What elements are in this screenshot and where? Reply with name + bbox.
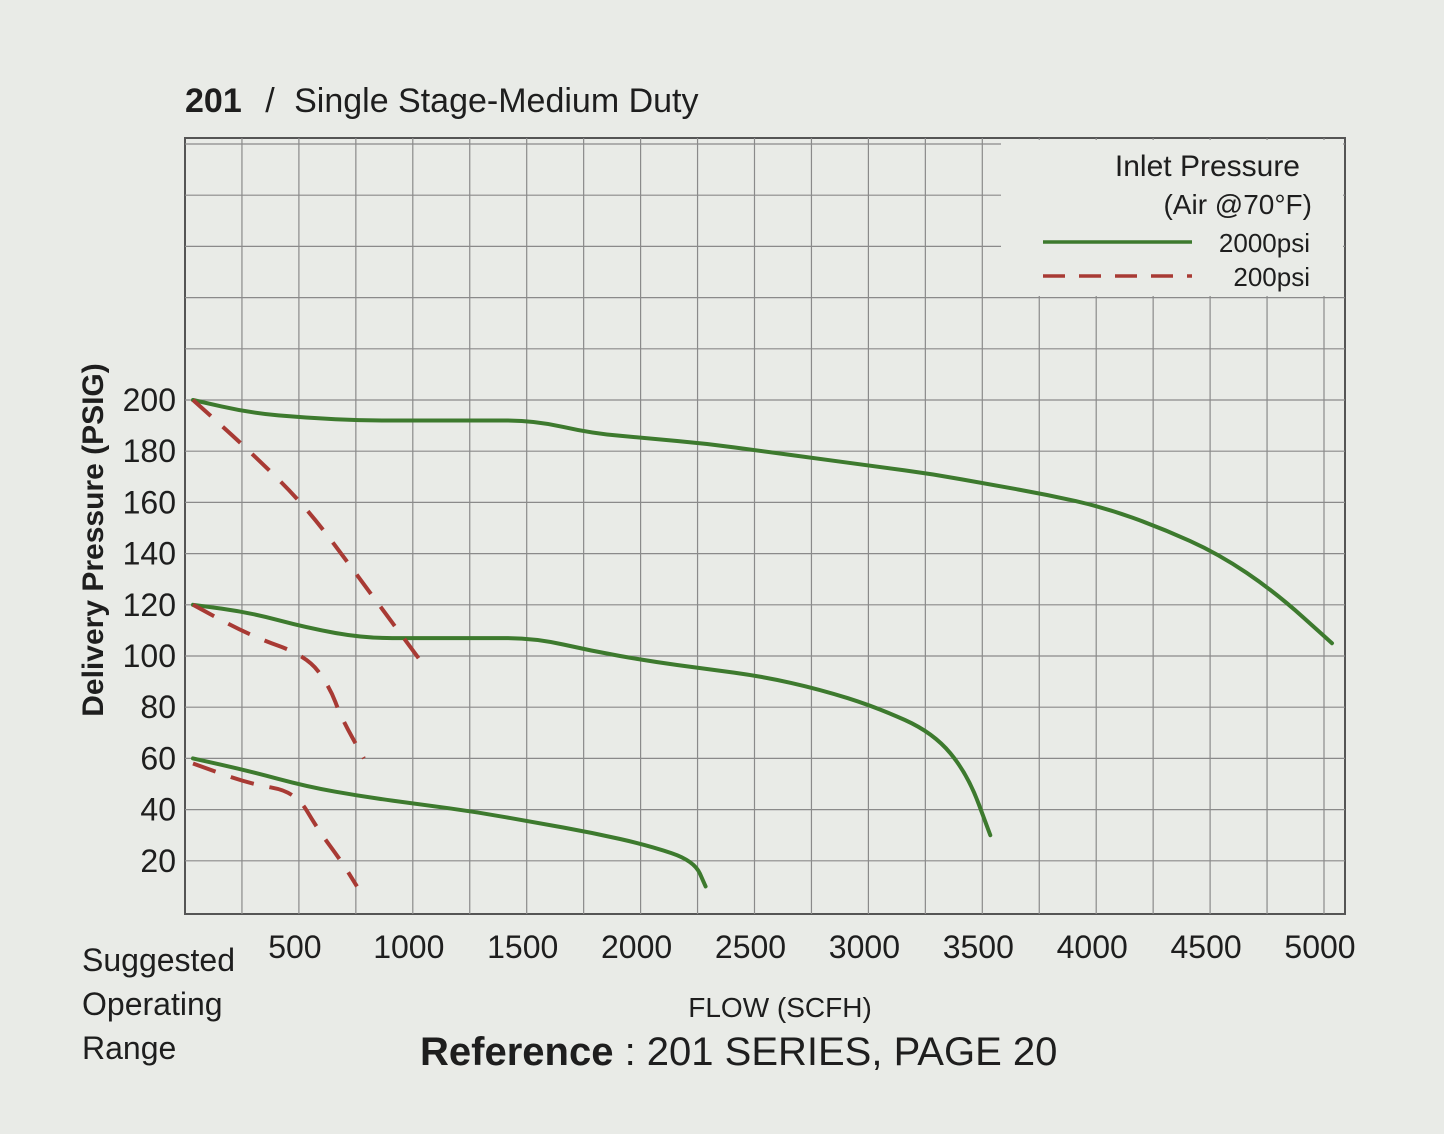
y-tick-label-140: 140 <box>123 536 176 572</box>
series-line-2000psi-1 <box>191 602 993 838</box>
x-tick-label-500: 500 <box>268 929 321 965</box>
y-tick-label-180: 180 <box>123 433 176 469</box>
x-tick-label-5000: 5000 <box>1284 929 1355 965</box>
y-axis-label: Delivery Pressure (PSIG) <box>77 363 110 717</box>
x-tick-label-2500: 2500 <box>715 929 786 965</box>
title-separator: / <box>265 82 275 120</box>
legend: Inlet Pressure (Air @70°F) 2000psi 200ps… <box>1001 140 1343 296</box>
y-tick-label-60: 60 <box>140 740 176 776</box>
model-number: 201 <box>185 82 242 120</box>
y-tick-label-80: 80 <box>140 689 176 725</box>
series-line-200psi-3 <box>191 398 423 663</box>
x-tick-label-2000: 2000 <box>601 929 672 965</box>
y-tick-label-120: 120 <box>123 587 176 623</box>
legend-label-2000psi: 2000psi <box>1219 228 1310 258</box>
reference-note: Reference : 201 SERIES, PAGE 20 <box>420 1030 1057 1075</box>
chart-title: 201 / Single Stage-Medium Duty <box>185 82 699 120</box>
legend-subtitle: (Air @70°F) <box>1163 189 1312 220</box>
reference-text: : 201 SERIES, PAGE 20 <box>624 1030 1058 1074</box>
x-tick-label-4500: 4500 <box>1171 929 1242 965</box>
x-tick-label-4000: 4000 <box>1057 929 1128 965</box>
x-tick-label-1500: 1500 <box>487 929 558 965</box>
series-line-2000psi-2 <box>191 756 708 889</box>
legend-label-200psi: 200psi <box>1233 262 1310 292</box>
y-tick-label-40: 40 <box>140 792 176 828</box>
x-axis-label: FLOW (SCFH) <box>688 992 872 1023</box>
series-line-200psi-4 <box>192 603 366 760</box>
y-tick-label-100: 100 <box>123 638 176 674</box>
series-line-200psi-5 <box>192 761 359 888</box>
plot-frame <box>184 137 1346 915</box>
x-tick-label-3000: 3000 <box>829 929 900 965</box>
reference-label: Reference <box>420 1030 614 1074</box>
x-tick-label-3500: 3500 <box>943 929 1014 965</box>
data-series <box>191 398 1334 889</box>
legend-title: Inlet Pressure <box>1115 150 1300 183</box>
suggested-operating-range-label: Suggested Operating Range <box>82 942 236 1066</box>
series-line-2000psi-0 <box>191 398 1334 646</box>
legend-background <box>1001 140 1343 296</box>
y-tick-label-200: 200 <box>123 382 176 418</box>
y-tick-label-20: 20 <box>140 843 176 879</box>
x-tick-label-1000: 1000 <box>373 929 444 965</box>
y-tick-label-160: 160 <box>123 484 176 520</box>
axis-ticks: 20 40 60 80 100 120 140 160 180 200 500 1000 1500 200… <box>123 382 1356 965</box>
title-text: Single Stage-Medium Duty <box>294 82 698 120</box>
